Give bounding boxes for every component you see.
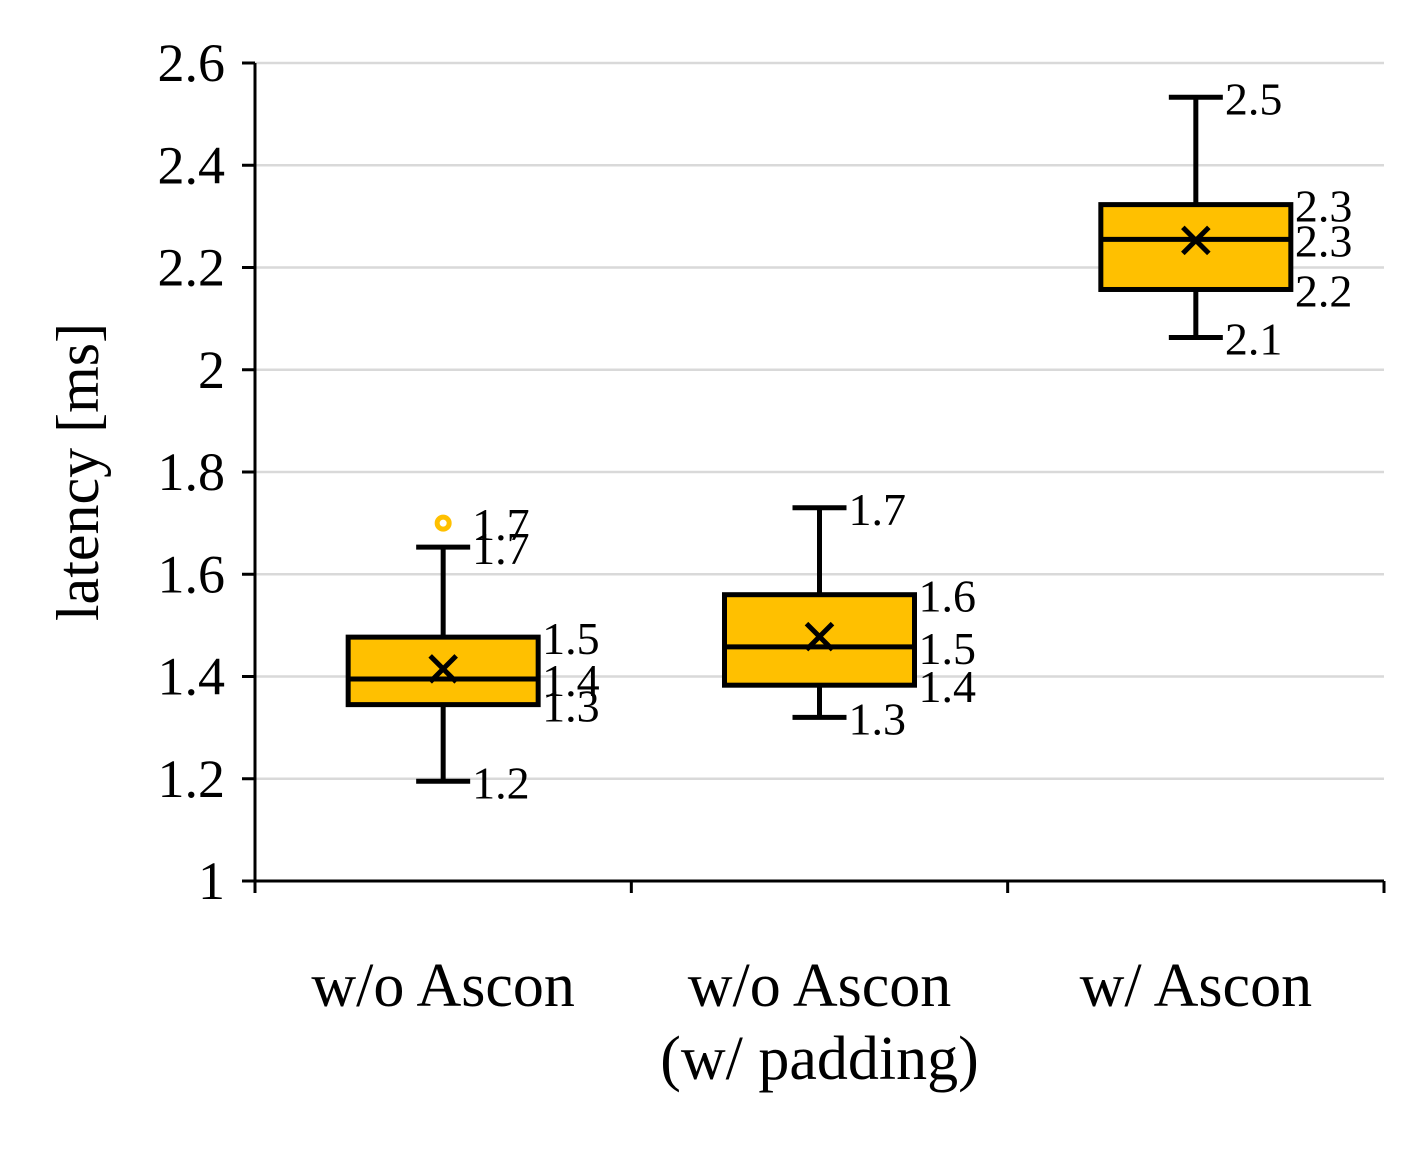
box-1 — [345, 514, 541, 784]
data-label: 1.4 — [542, 655, 600, 706]
data-label: 1.7 — [849, 484, 907, 535]
y-tick-label: 2.6 — [158, 33, 226, 93]
y-tick-label: 1.4 — [158, 647, 226, 707]
y-tick-label: 2.2 — [158, 238, 226, 298]
iqr-box — [1098, 202, 1294, 292]
data-label: 1.3 — [849, 693, 907, 744]
y-tick-label: 1.6 — [158, 544, 226, 604]
y-axis-title: latency [ms] — [45, 323, 111, 621]
data-label: 1.7 — [472, 523, 529, 574]
data-label: 2.5 — [1225, 73, 1283, 124]
y-tick-label: 1.8 — [158, 442, 226, 502]
y-tick-label: 2.4 — [158, 135, 226, 195]
box-2 — [722, 505, 917, 720]
data-label: 1.5 — [919, 623, 977, 674]
category-label: w/ Ascon — [1080, 952, 1313, 1020]
data-label: 2.2 — [1295, 265, 1353, 316]
category-label: w/o Ascon — [311, 952, 575, 1020]
box-3 — [1098, 94, 1294, 341]
y-tick-label: 1 — [198, 851, 225, 911]
data-label: 1.5 — [542, 613, 600, 664]
data-label: 2.1 — [1225, 314, 1283, 365]
data-label: 1.3 — [542, 681, 600, 732]
category-label: (w/ padding) — [660, 1025, 979, 1093]
box-series — [345, 94, 1294, 784]
data-label: 1.6 — [919, 571, 977, 622]
data-label: 2.3 — [1295, 215, 1353, 266]
mean-marker — [804, 621, 835, 652]
y-tick-label: 1.2 — [158, 749, 226, 809]
axes — [242, 61, 1386, 893]
outlier-point — [434, 514, 452, 532]
category-label: w/o Ascon — [688, 952, 952, 1020]
data-label: 1.4 — [919, 661, 977, 712]
iqr-box — [722, 592, 917, 688]
labels: 1 1.2 1.4 1.6 1.8 2 2.2 2.4 2.6 w/o Ascon w/o Asco… — [158, 33, 1353, 1093]
data-label: 2.3 — [1295, 181, 1353, 232]
mean-marker — [1181, 225, 1211, 256]
data-label: 1.2 — [472, 757, 529, 808]
data-label: 1.7 — [472, 499, 529, 550]
mean-marker — [428, 654, 458, 684]
y-tick-label: 2 — [198, 340, 225, 400]
